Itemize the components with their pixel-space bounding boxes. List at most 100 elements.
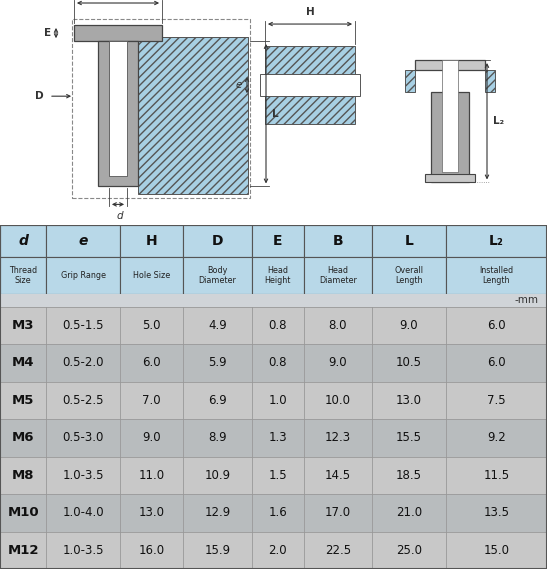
- Text: 2.0: 2.0: [268, 544, 287, 556]
- Polygon shape: [74, 25, 162, 41]
- Bar: [120, 225, 183, 257]
- Polygon shape: [415, 60, 485, 70]
- Text: 10.5: 10.5: [396, 356, 422, 369]
- Text: 1.0: 1.0: [268, 394, 287, 407]
- Text: 9.2: 9.2: [487, 431, 506, 444]
- Text: E: E: [44, 28, 51, 38]
- Text: 7.5: 7.5: [487, 394, 506, 407]
- Text: 4.9: 4.9: [208, 319, 227, 332]
- Text: 11.5: 11.5: [484, 469, 509, 482]
- Polygon shape: [405, 70, 415, 92]
- Text: E: E: [273, 234, 282, 248]
- Polygon shape: [425, 174, 475, 182]
- Text: -mm: -mm: [515, 295, 539, 305]
- Text: 1.0-3.5: 1.0-3.5: [63, 544, 104, 556]
- Bar: [120, 257, 183, 294]
- Text: 16.0: 16.0: [139, 544, 165, 556]
- Text: 18.5: 18.5: [396, 469, 422, 482]
- Bar: [260, 74, 360, 96]
- Text: d: d: [117, 212, 123, 221]
- Bar: [0, 257, 46, 294]
- Text: 10.0: 10.0: [325, 394, 351, 407]
- Text: 6.9: 6.9: [208, 394, 227, 407]
- Text: 13.0: 13.0: [139, 506, 165, 519]
- Text: 0.5-3.0: 0.5-3.0: [63, 431, 104, 444]
- Text: 5.9: 5.9: [208, 356, 227, 369]
- Bar: [252, 257, 304, 294]
- Text: 0.8: 0.8: [269, 356, 287, 369]
- Bar: [46, 225, 120, 257]
- Text: 13.0: 13.0: [396, 394, 422, 407]
- Text: 1.0-4.0: 1.0-4.0: [62, 506, 104, 519]
- Text: 1.5: 1.5: [268, 469, 287, 482]
- Text: Head
Height: Head Height: [264, 266, 291, 285]
- Text: 6.0: 6.0: [487, 319, 506, 332]
- Text: 1.3: 1.3: [268, 431, 287, 444]
- Bar: [446, 225, 547, 257]
- Text: 17.0: 17.0: [325, 506, 351, 519]
- Text: 15.5: 15.5: [396, 431, 422, 444]
- Text: 9.0: 9.0: [328, 356, 347, 369]
- Text: 6.0: 6.0: [487, 356, 506, 369]
- Polygon shape: [138, 37, 248, 195]
- Text: 0.5-1.5: 0.5-1.5: [63, 319, 104, 332]
- Text: 15.0: 15.0: [484, 544, 509, 556]
- Text: 8.0: 8.0: [329, 319, 347, 332]
- Text: D: D: [212, 234, 223, 248]
- Bar: [183, 257, 252, 294]
- Text: 9.0: 9.0: [142, 431, 161, 444]
- Bar: [372, 225, 446, 257]
- Text: d: d: [18, 234, 28, 248]
- Text: 11.0: 11.0: [139, 469, 165, 482]
- Text: 13.5: 13.5: [484, 506, 509, 519]
- Text: 15.9: 15.9: [205, 544, 230, 556]
- Text: 22.5: 22.5: [325, 544, 351, 556]
- Text: L₂: L₂: [493, 116, 504, 126]
- Bar: [252, 225, 304, 257]
- Polygon shape: [109, 41, 127, 176]
- Text: e: e: [236, 80, 242, 90]
- Text: 10.9: 10.9: [205, 469, 230, 482]
- Text: M10: M10: [8, 506, 39, 519]
- Text: 0.5-2.0: 0.5-2.0: [63, 356, 104, 369]
- Text: Body
Diameter: Body Diameter: [199, 266, 236, 285]
- Bar: [0, 494, 547, 531]
- Text: 6.0: 6.0: [142, 356, 161, 369]
- Bar: [0, 531, 547, 569]
- Text: L: L: [404, 234, 414, 248]
- Text: M6: M6: [12, 431, 34, 444]
- Bar: [0, 382, 547, 419]
- Text: M12: M12: [8, 544, 39, 556]
- Bar: [0, 294, 547, 307]
- Text: 14.5: 14.5: [325, 469, 351, 482]
- Bar: [0, 344, 547, 382]
- Text: H: H: [146, 234, 158, 248]
- Text: 25.0: 25.0: [396, 544, 422, 556]
- Text: 12.9: 12.9: [205, 506, 230, 519]
- Text: Hole Size: Hole Size: [133, 271, 171, 280]
- Bar: [0, 225, 46, 257]
- Text: M3: M3: [12, 319, 34, 332]
- Text: Grip Range: Grip Range: [61, 271, 106, 280]
- Text: e: e: [79, 234, 88, 248]
- Text: B: B: [333, 234, 343, 248]
- Text: 1.6: 1.6: [268, 506, 287, 519]
- Text: M8: M8: [12, 469, 34, 482]
- Text: M4: M4: [12, 356, 34, 369]
- Text: M5: M5: [12, 394, 34, 407]
- Polygon shape: [98, 41, 138, 187]
- Bar: [0, 456, 547, 494]
- Text: 12.3: 12.3: [325, 431, 351, 444]
- Bar: [46, 257, 120, 294]
- Text: L₂: L₂: [489, 234, 504, 248]
- Bar: [0, 419, 547, 456]
- Text: H: H: [306, 7, 315, 17]
- Bar: [304, 257, 372, 294]
- Polygon shape: [265, 96, 355, 124]
- Text: 5.0: 5.0: [143, 319, 161, 332]
- Text: Installed
Length: Installed Length: [479, 266, 514, 285]
- Text: 1.0-3.5: 1.0-3.5: [63, 469, 104, 482]
- Bar: [446, 257, 547, 294]
- Text: 0.5-2.5: 0.5-2.5: [63, 394, 104, 407]
- Text: Thread
Size: Thread Size: [9, 266, 37, 285]
